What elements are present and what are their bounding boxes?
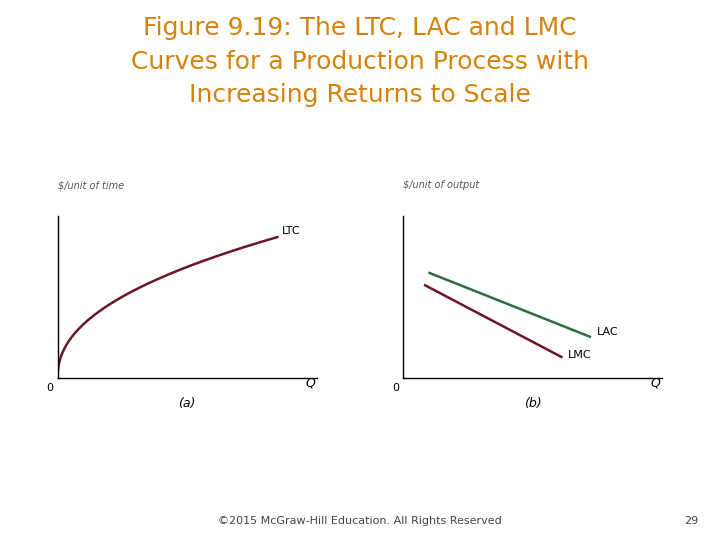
Text: (a): (a) [179,397,196,410]
Text: 0: 0 [46,383,53,393]
Text: Figure 9.19: The LTC, LAC and LMC
Curves for a Production Process with
Increasin: Figure 9.19: The LTC, LAC and LMC Curves… [131,16,589,107]
Text: 0: 0 [392,383,399,393]
Text: LTC: LTC [282,226,300,237]
Text: LMC: LMC [568,350,592,360]
Text: LAC: LAC [596,327,618,338]
Text: (b): (b) [524,397,541,410]
Text: 29: 29 [684,516,698,526]
Text: ©2015 McGraw-Hill Education. All Rights Reserved: ©2015 McGraw-Hill Education. All Rights … [218,516,502,526]
Text: Q: Q [305,376,315,389]
Text: $/unit of time: $/unit of time [58,180,124,191]
Text: $/unit of output: $/unit of output [403,180,480,191]
Text: Q: Q [651,376,661,389]
